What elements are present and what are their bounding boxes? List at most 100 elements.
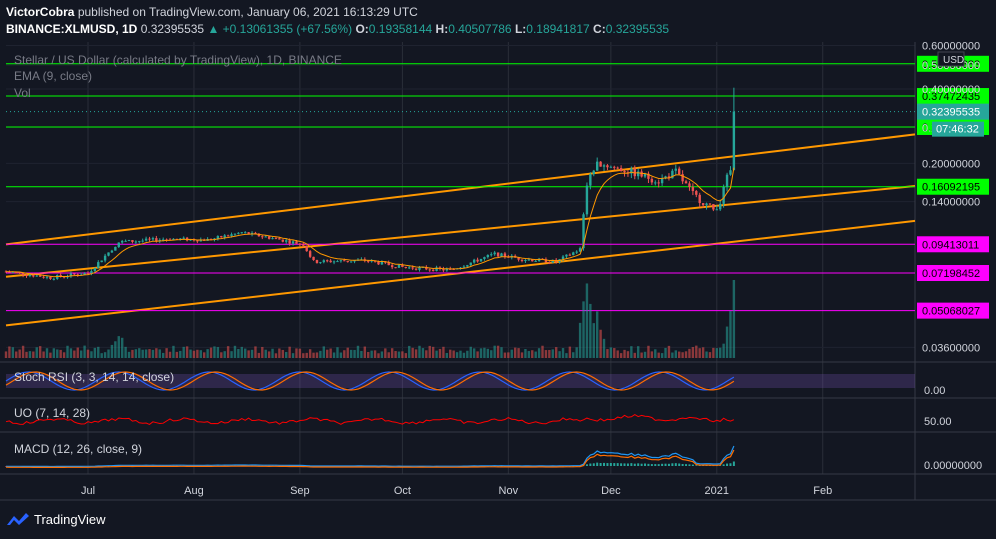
ema-legend[interactable]: EMA (9, close) [14,69,92,83]
stoch-legend[interactable]: Stoch RSI (3, 3, 14, 14, close) [14,370,174,384]
volume-bar [349,349,353,358]
volume-legend[interactable]: Vol [14,86,31,100]
level-label-bg [917,264,989,281]
candle-body [695,191,698,195]
candle-body [90,270,93,274]
volume-bar [155,348,158,358]
symbol[interactable]: BINANCE:XLMUSD, 1D [6,22,138,36]
candle-body [230,234,233,237]
volume-bar [442,346,445,358]
candle-body [240,232,243,234]
volume-bar [483,347,486,358]
candle-body [705,203,708,206]
candle-body [445,268,449,271]
volume-bar [114,341,117,358]
candle-body [708,203,712,205]
volume-bar [312,352,315,358]
macd-histogram-bar [596,462,599,466]
countdown-bg [932,121,984,137]
volume-bar [445,352,449,358]
uo-legend[interactable]: UO (7, 14, 28) [14,406,90,420]
volume-bar [117,336,120,358]
candle-body [674,168,677,171]
candle-body [353,260,356,262]
volume-bar [356,345,360,358]
candle-body [120,240,124,243]
level-label-bg [917,236,989,253]
tradingview-logo[interactable]: TradingView [6,511,106,527]
candle-body [285,240,288,242]
candle-body [196,240,199,242]
candle-body [35,275,38,277]
volume-bar [449,349,452,358]
level-label: 0.07198452 [922,268,980,280]
stoch-rsi-pane [5,371,915,391]
candle-body [609,166,613,168]
macd-histogram-bar [640,463,643,466]
candles [4,87,736,281]
macd-histogram-bar [688,464,691,466]
candle-body [715,209,718,211]
volume-bar [76,347,79,358]
volume-bar [49,352,52,358]
volume-bar [660,353,664,358]
subpane-tick: 50.00 [924,416,952,428]
time-axis[interactable]: Jul Aug Sep Oct Nov Dec 2021 Feb [81,485,832,497]
volume-bar [315,352,319,358]
macd-histogram-bar [657,464,660,466]
countdown-label: 07:46:32 [936,124,979,136]
volume-bar [725,326,729,358]
volume-bar [8,346,11,358]
candle-body [100,260,103,263]
volume-bar [185,346,189,358]
candle-body [534,260,537,262]
time-tick: Dec [601,485,621,497]
volume-bar [643,351,647,358]
candle-body [681,174,684,182]
candle-body [247,232,250,235]
volume-bar [216,347,220,358]
high-value: 0.40507786 [448,22,512,36]
macd-signal-line [5,449,735,469]
publisher-name[interactable]: VictorCobra [6,5,75,19]
volume-bar [537,348,541,358]
tradingview-logo-icon [7,513,29,525]
macd-histogram-bar [719,465,722,466]
candle-body [472,259,476,263]
candle-body [15,272,18,274]
volume-bar [134,349,138,358]
candle-body [302,244,305,246]
candle-body [729,170,732,175]
high-label: H: [435,22,449,36]
grid [0,42,996,501]
candle-body [647,173,650,179]
candle-body [732,111,736,171]
volume-bar [209,347,213,358]
candle-body [11,272,15,274]
volume-bar [199,350,202,358]
candle-body [155,238,158,242]
low-value: 0.18941817 [526,22,590,36]
macd-histogram-bar [726,463,729,466]
level-label-bg [917,178,989,195]
volume-bar [131,349,134,358]
candle-body [650,178,654,183]
candle-body [613,166,616,168]
macd-legend[interactable]: MACD (12, 26, close, 9) [14,442,142,456]
volume-bar [640,352,643,358]
candle-body [565,254,568,257]
candle-body [322,260,326,263]
volume-bar [189,349,192,358]
volume-bar [712,347,715,358]
volume-bar [435,350,438,358]
volume-bar [90,351,93,358]
volume-bar [151,349,155,358]
candle-body [144,238,148,241]
candle-body [271,238,274,240]
price-axis[interactable]: 0.600000000.500000000.400000000.28000000… [6,41,989,472]
volume-bar [62,352,66,358]
volume-bar [479,348,483,358]
volume-bar [513,347,517,358]
volume-bar [237,348,240,358]
candle-body [698,194,701,204]
